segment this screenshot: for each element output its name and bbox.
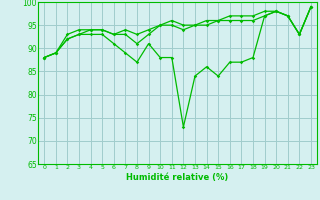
X-axis label: Humidité relative (%): Humidité relative (%) [126,173,229,182]
